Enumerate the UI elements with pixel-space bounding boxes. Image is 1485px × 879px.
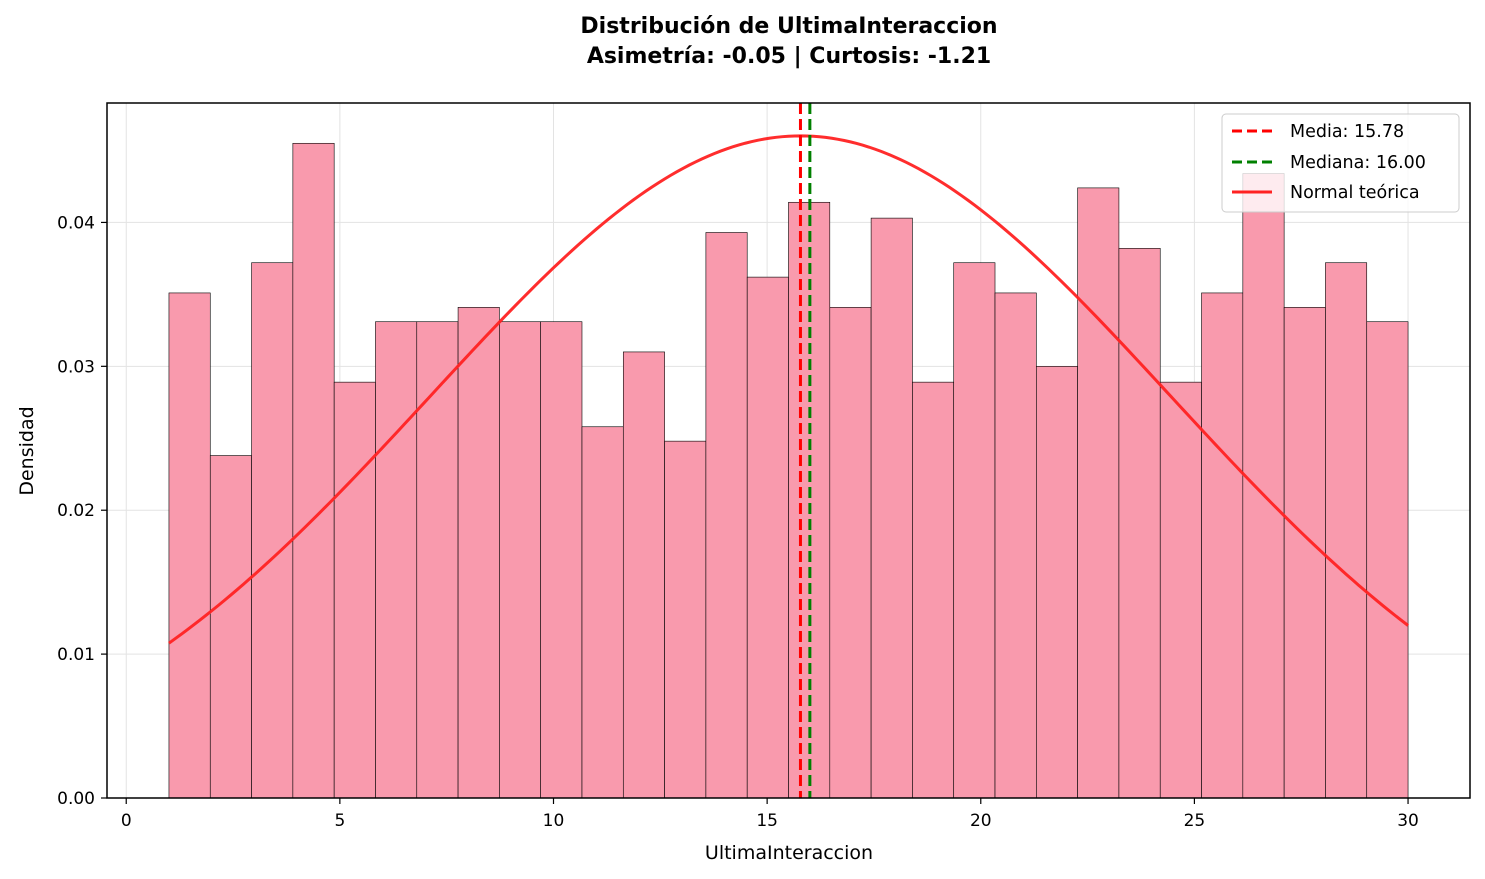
x-tick-label: 10 bbox=[543, 811, 565, 831]
histogram-bar bbox=[912, 381, 955, 799]
x-axis-label: UltimaInteraccion bbox=[705, 842, 873, 864]
histogram-bar bbox=[168, 292, 211, 799]
legend-label-normal: Normal teórica bbox=[1290, 183, 1420, 203]
histogram-bar bbox=[953, 262, 996, 799]
histogram-bar bbox=[705, 232, 748, 799]
histogram-bar bbox=[1283, 307, 1326, 799]
histogram-bar bbox=[292, 142, 335, 799]
x-tick-label: 20 bbox=[970, 811, 992, 831]
histogram-bar bbox=[622, 351, 665, 799]
x-tick-label: 30 bbox=[1397, 811, 1419, 831]
histogram-bar bbox=[457, 307, 500, 799]
legend: Media: 15.78 Mediana: 16.00 Normal teóri… bbox=[1221, 113, 1460, 213]
histogram-bar bbox=[746, 276, 789, 799]
histogram-bar bbox=[1159, 381, 1202, 799]
histogram-bar bbox=[1201, 292, 1244, 799]
x-tick-label: 25 bbox=[1184, 811, 1206, 831]
histogram-bar bbox=[788, 201, 831, 799]
histogram-bar bbox=[870, 217, 913, 799]
histogram-bar bbox=[1118, 248, 1161, 799]
y-tick-label: 0.04 bbox=[57, 213, 95, 233]
y-tick-label: 0.01 bbox=[57, 645, 95, 665]
histogram-bar bbox=[1036, 366, 1078, 799]
histogram-bar bbox=[540, 321, 583, 799]
plot-frame bbox=[106, 102, 1471, 799]
histogram-bar bbox=[829, 307, 872, 799]
x-axis-ticks: 0 5 10 15 20 25 30 bbox=[121, 798, 1419, 831]
chart-title: Distribución de UltimaInteraccion bbox=[580, 14, 997, 39]
reference-lines bbox=[798, 103, 812, 798]
x-tick-label: 15 bbox=[756, 811, 778, 831]
legend-label-mediana: Mediana: 16.00 bbox=[1290, 153, 1426, 173]
legend-label-media: Media: 15.78 bbox=[1290, 122, 1404, 142]
histogram-bar bbox=[375, 321, 418, 799]
histogram-bar bbox=[581, 426, 624, 799]
y-axis-label: Densidad bbox=[16, 406, 38, 495]
histogram-bar bbox=[1242, 173, 1285, 799]
chart-subtitle: Asimetría: -0.05 | Curtosis: -1.21 bbox=[587, 44, 991, 69]
histogram-bar bbox=[209, 455, 252, 799]
histogram-bar bbox=[1077, 187, 1120, 799]
histogram-bar bbox=[994, 292, 1037, 799]
y-tick-label: 0.03 bbox=[57, 357, 95, 377]
histogram-bar bbox=[416, 321, 459, 799]
x-tick-label: 0 bbox=[121, 811, 132, 831]
histogram-bar bbox=[251, 262, 294, 799]
x-tick-label: 5 bbox=[334, 811, 345, 831]
y-axis-ticks: 0.00 0.01 0.02 0.03 0.04 bbox=[57, 213, 107, 809]
normal-curve-layer bbox=[168, 134, 1409, 645]
histogram-bars bbox=[168, 142, 1409, 799]
normal-curve-line bbox=[168, 134, 1409, 645]
y-tick-label: 0.02 bbox=[57, 501, 95, 521]
histogram-bar bbox=[499, 321, 541, 799]
histogram-bar bbox=[1325, 262, 1368, 799]
histogram-bar bbox=[1366, 321, 1409, 799]
y-tick-label: 0.00 bbox=[57, 789, 95, 809]
histogram-bar bbox=[333, 381, 376, 799]
legend-box bbox=[1221, 113, 1460, 213]
histogram-bar bbox=[664, 440, 707, 799]
